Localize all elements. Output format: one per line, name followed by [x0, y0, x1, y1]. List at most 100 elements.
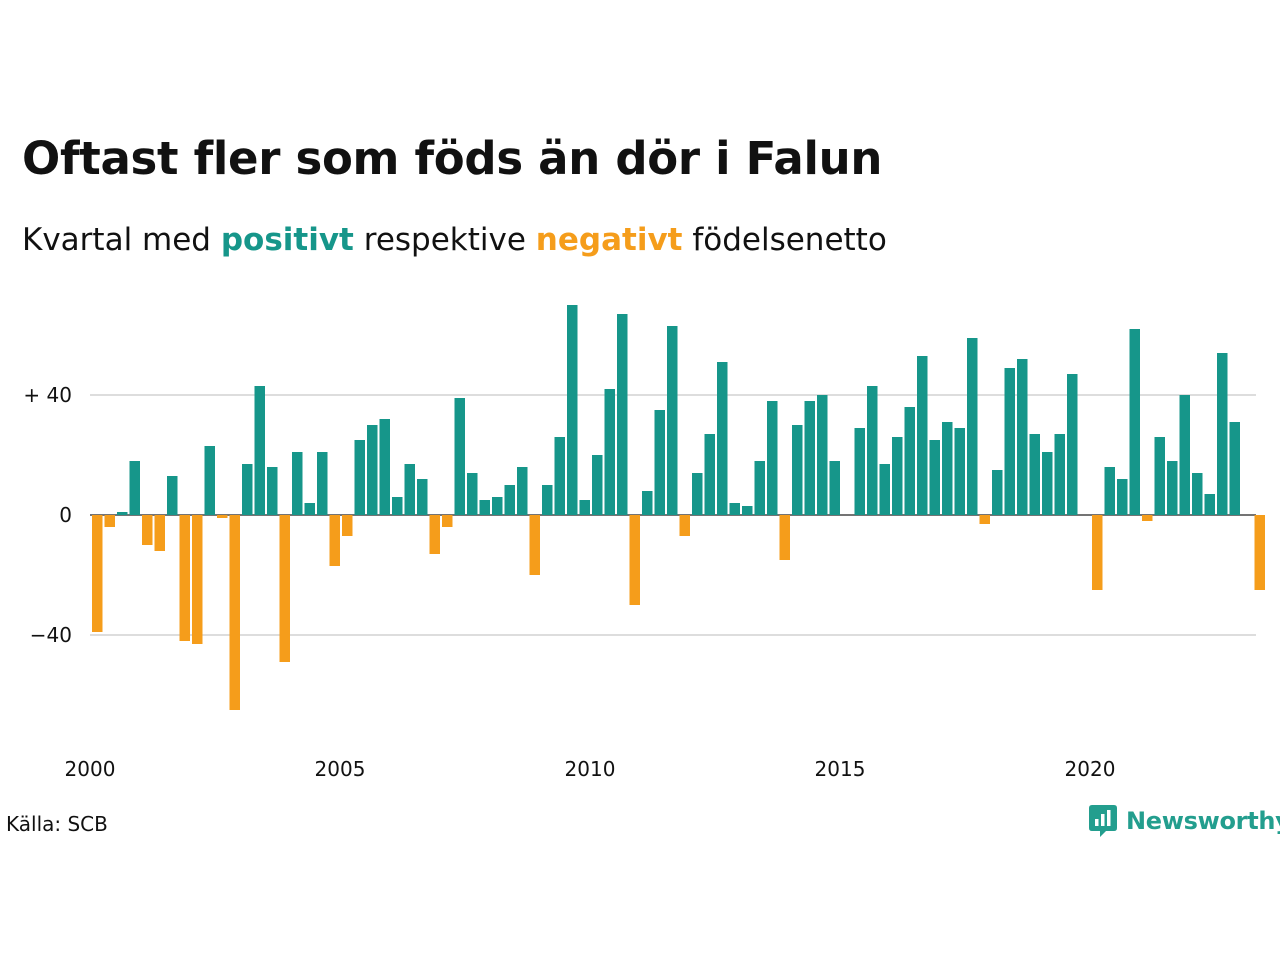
- bar: [617, 314, 628, 515]
- subtitle-negative-word: negativt: [535, 222, 683, 258]
- bar: [1104, 467, 1115, 515]
- bar: [354, 440, 365, 515]
- bar: [692, 473, 703, 515]
- bar: [929, 440, 940, 515]
- bar: [154, 515, 165, 551]
- bar: [342, 515, 353, 536]
- bar: [317, 452, 328, 515]
- bar: [254, 386, 265, 515]
- bar: [867, 386, 878, 515]
- bar: [954, 428, 965, 515]
- bar: [567, 305, 578, 515]
- bar: [329, 515, 340, 566]
- bar: [379, 419, 390, 515]
- bar: [1142, 515, 1153, 521]
- bar: [167, 476, 178, 515]
- bar: [554, 437, 565, 515]
- bar: [1092, 515, 1103, 590]
- bar: [1229, 422, 1240, 515]
- x-tick-label: 2010: [565, 757, 616, 781]
- bar: [654, 410, 665, 515]
- bar: [817, 395, 828, 515]
- bar: [1117, 479, 1128, 515]
- bar: [129, 461, 140, 515]
- chart-subtitle: Kvartal med positivt respektive negativt…: [22, 222, 887, 258]
- chart-title: Oftast fler som föds än dör i Falun: [22, 132, 883, 185]
- bar: [979, 515, 990, 524]
- bar: [1054, 434, 1065, 515]
- subtitle-positive-word: positivt: [220, 222, 354, 258]
- bar: [242, 464, 253, 515]
- bar: [1192, 473, 1203, 515]
- bar: [117, 512, 128, 515]
- brand-name: Newsworthy: [1126, 807, 1280, 835]
- bar-chart: + 40 0 −40 2000 2005 2010 2015 2020: [23, 305, 1265, 781]
- bar: [879, 464, 890, 515]
- bar: [1042, 452, 1053, 515]
- bar: [579, 500, 590, 515]
- bar: [967, 338, 978, 515]
- bar: [142, 515, 153, 545]
- bar: [392, 497, 403, 515]
- bar: [292, 452, 303, 515]
- bar: [1129, 329, 1140, 515]
- bar: [604, 389, 615, 515]
- bar: [217, 515, 228, 518]
- x-tick-label: 2020: [1065, 757, 1116, 781]
- bar: [179, 515, 190, 641]
- bar: [592, 455, 603, 515]
- bar: [1179, 395, 1190, 515]
- bar: [779, 515, 790, 560]
- bar: [267, 467, 278, 515]
- bar: [904, 407, 915, 515]
- bar: [417, 479, 428, 515]
- newsworthy-logo: Newsworthy: [1088, 804, 1280, 838]
- bar: [729, 503, 740, 515]
- bar: [204, 446, 215, 515]
- bar: [1154, 437, 1165, 515]
- bar: [479, 500, 490, 515]
- x-tick-label: 2000: [65, 757, 116, 781]
- bar: [1204, 494, 1215, 515]
- bar: [529, 515, 540, 575]
- bar: [1029, 434, 1040, 515]
- bar: [1017, 359, 1028, 515]
- bar: [517, 467, 528, 515]
- bar: [542, 485, 553, 515]
- bar: [492, 497, 503, 515]
- bar: [1004, 368, 1015, 515]
- bar: [704, 434, 715, 515]
- newsworthy-logo-icon: [1089, 805, 1117, 837]
- subtitle-suffix: födelsenetto: [692, 222, 887, 258]
- bar: [742, 506, 753, 515]
- y-tick-label: −40: [30, 623, 72, 647]
- x-tick-label: 2015: [815, 757, 866, 781]
- bar: [917, 356, 928, 515]
- bar: [992, 470, 1003, 515]
- source-note: Källa: SCB: [6, 812, 108, 836]
- bar: [467, 473, 478, 515]
- subtitle-middle: respektive: [363, 222, 526, 258]
- bar: [454, 398, 465, 515]
- bar: [1254, 515, 1265, 590]
- bar: [767, 401, 778, 515]
- bar: [92, 515, 103, 632]
- bar: [304, 503, 315, 515]
- bar: [854, 428, 865, 515]
- bar: [804, 401, 815, 515]
- bar: [192, 515, 203, 644]
- bar: [717, 362, 728, 515]
- bar: [104, 515, 115, 527]
- bar: [367, 425, 378, 515]
- x-tick-label: 2005: [315, 757, 366, 781]
- bar: [942, 422, 953, 515]
- bar: [667, 326, 678, 515]
- bar: [892, 437, 903, 515]
- bar: [442, 515, 453, 527]
- bar: [429, 515, 440, 554]
- bar: [792, 425, 803, 515]
- bar: [1167, 461, 1178, 515]
- y-tick-label: + 40: [23, 383, 72, 407]
- bar: [679, 515, 690, 536]
- bar: [504, 485, 515, 515]
